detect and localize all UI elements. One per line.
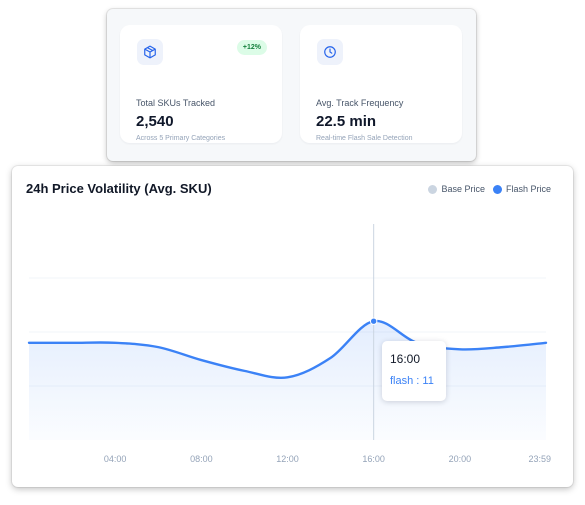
chart-title: 24h Price Volatility (Avg. SKU) <box>26 181 212 196</box>
stat-value: 2,540 <box>136 113 174 130</box>
stat-subtitle: Real-time Flash Sale Detection <box>316 135 413 142</box>
data-point <box>242 369 246 373</box>
stat-card-skus[interactable]: +12% Total SKUs Tracked 2,540 Across 5 P… <box>120 25 282 143</box>
clock-icon <box>317 39 343 65</box>
legend-item-base-price[interactable]: Base Price <box>428 184 485 194</box>
data-point <box>458 347 462 351</box>
stat-value: 22.5 min <box>316 113 377 130</box>
chart-tooltip: 16:00 flash : 11 <box>382 341 446 401</box>
chart-legend: Base Price Flash Price <box>420 184 551 194</box>
tooltip-value: 11 <box>422 375 434 387</box>
chart-panel: 24h Price Volatility (Avg. SKU) Base Pri… <box>12 166 573 487</box>
stats-panel: +12% Total SKUs Tracked 2,540 Across 5 P… <box>107 9 476 161</box>
trend-badge: +12% <box>236 40 267 55</box>
flash-price-area <box>29 320 546 440</box>
x-tick-label: 23:59 <box>528 454 551 464</box>
legend-dot-base <box>428 184 438 194</box>
data-point <box>70 341 74 345</box>
legend-label: Flash Price <box>505 184 551 194</box>
legend-item-flash-price[interactable]: Flash Price <box>492 184 551 194</box>
data-point <box>501 345 505 349</box>
flash-price-line <box>27 319 548 380</box>
data-point <box>286 375 290 379</box>
tooltip-series-label: flash <box>390 375 414 387</box>
x-tick-label: 12:00 <box>276 454 299 464</box>
x-tick-label: 20:00 <box>449 454 472 464</box>
data-point <box>369 317 378 325</box>
tooltip-separator: : <box>413 375 423 387</box>
legend-label: Base Price <box>441 184 485 194</box>
price-volatility-chart[interactable]: 04:00 08:00 12:00 16:00 20:00 23:59 <box>12 166 573 487</box>
tooltip-value-row: flash : 11 <box>390 375 434 387</box>
stat-label: Total SKUs Tracked <box>136 98 216 108</box>
data-point <box>27 341 31 345</box>
x-tick-label: 16:00 <box>362 454 385 464</box>
box-icon <box>137 39 163 65</box>
data-point <box>544 341 548 345</box>
legend-dot-flash <box>492 184 502 194</box>
stat-subtitle: Across 5 Primary Categories <box>136 135 226 142</box>
data-point <box>156 345 160 349</box>
data-point <box>199 358 203 362</box>
x-tick-label: 04:00 <box>104 454 127 464</box>
x-tick-label: 08:00 <box>190 454 213 464</box>
tooltip-time: 16:00 <box>390 352 421 366</box>
data-point <box>329 356 333 360</box>
stat-label: Avg. Track Frequency <box>316 98 404 108</box>
stat-card-frequency[interactable]: Avg. Track Frequency 22.5 min Real-time … <box>300 25 462 143</box>
data-point <box>113 341 117 345</box>
